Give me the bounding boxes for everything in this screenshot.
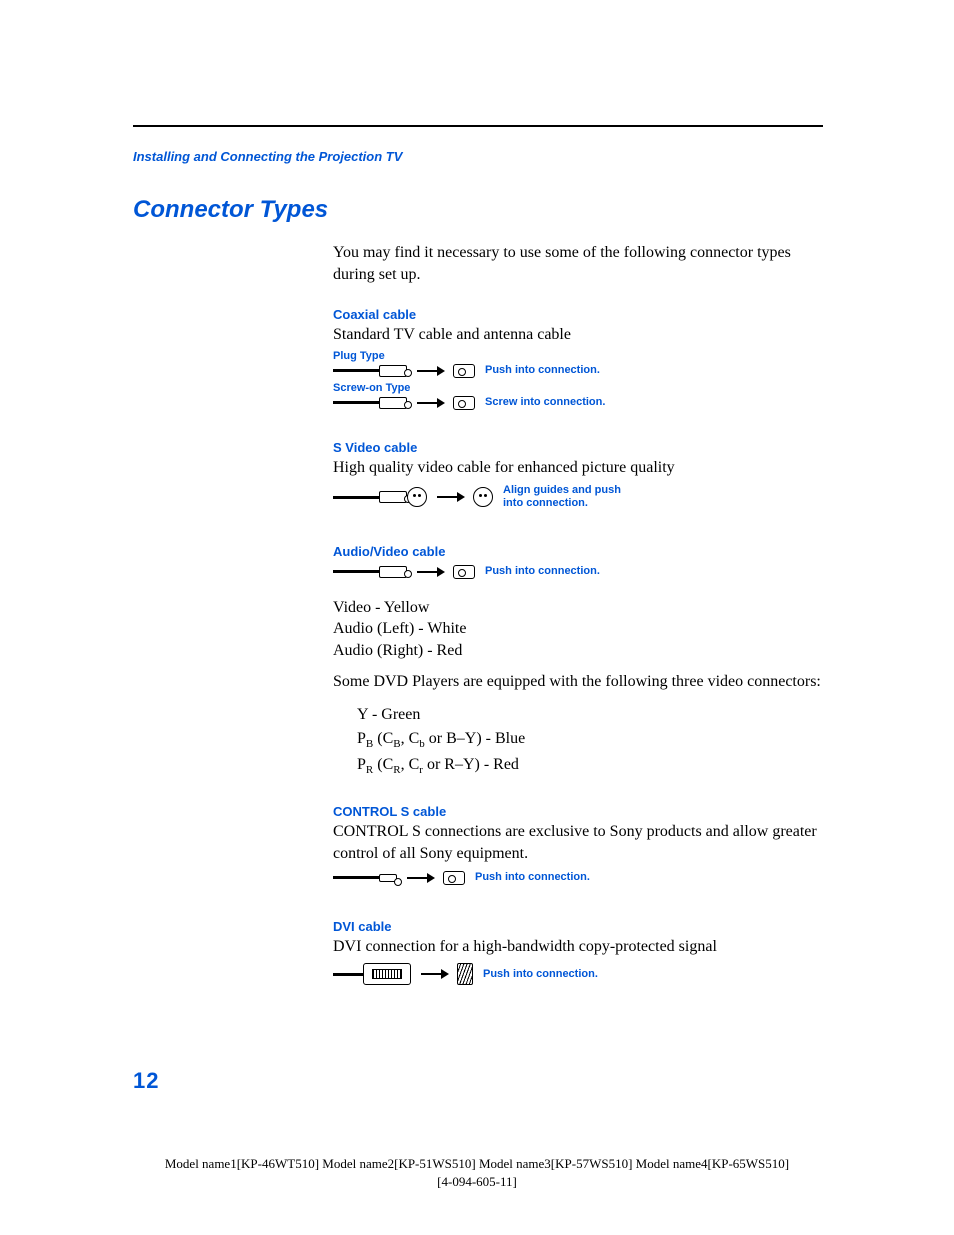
dvi-heading: DVI cable <box>333 919 823 934</box>
arrow-icon <box>417 571 443 573</box>
cable-icon <box>333 963 411 985</box>
dvi-plug-icon <box>363 963 411 985</box>
cable-icon <box>333 397 407 409</box>
y-line: Y - Green <box>357 703 823 727</box>
pr-line: PR (CR, Cr or R–Y) - Red <box>357 753 823 779</box>
jack-icon <box>443 871 465 885</box>
av-heading: Audio/Video cable <box>333 544 823 559</box>
dvi-instruction: Push into connection. <box>483 968 598 981</box>
controls-instruction: Push into connection. <box>475 871 590 884</box>
av-line2: Audio (Left) - White <box>333 618 823 640</box>
jack-icon <box>453 396 475 410</box>
controls-diagram: Push into connection. <box>333 871 823 885</box>
coax-screw-instruction: Screw into connection. <box>485 396 605 409</box>
cable-icon <box>333 365 407 377</box>
pb-line: PB (CB, Cb or B–Y) - Blue <box>357 727 823 753</box>
svideo-desc: High quality video cable for enhanced pi… <box>333 457 823 479</box>
av-diagram: Push into connection. <box>333 565 823 579</box>
page-title: Connector Types <box>133 196 823 224</box>
footer: Model name1[KP-46WT510] Model name2[KP-5… <box>0 1155 954 1190</box>
arrow-icon <box>417 370 443 372</box>
cable-icon <box>333 566 407 578</box>
controls-desc: CONTROL S connections are exclusive to S… <box>333 821 823 864</box>
av-line1: Video - Yellow <box>333 597 823 619</box>
jack-icon <box>453 565 475 579</box>
arrow-icon <box>421 973 447 975</box>
footer-models: Model name1[KP-46WT510] Model name2[KP-5… <box>0 1155 954 1173</box>
cable-icon <box>333 874 397 882</box>
cable-icon <box>333 487 427 507</box>
av-instruction: Push into connection. <box>485 565 600 578</box>
svideo-plug-icon <box>407 487 427 507</box>
top-rule <box>133 125 823 127</box>
breadcrumb: Installing and Connecting the Projection… <box>133 149 823 164</box>
dvi-diagram: Push into connection. <box>333 963 823 985</box>
coax-plug-instruction: Push into connection. <box>485 364 600 377</box>
coaxial-plug-diagram: Push into connection. <box>333 364 823 378</box>
jack-icon <box>453 364 475 378</box>
svideo-instruction: Align guides and push into connection. <box>503 484 621 509</box>
arrow-icon <box>417 402 443 404</box>
svideo-heading: S Video cable <box>333 440 823 455</box>
footer-docid: [4-094-605-11] <box>0 1173 954 1191</box>
svideo-instr-l2: into connection. <box>503 497 621 510</box>
svideo-jack-icon <box>473 487 493 507</box>
svideo-instr-l1: Align guides and push <box>503 484 621 497</box>
svideo-diagram: Align guides and push into connection. <box>333 484 823 509</box>
coaxial-screw-diagram: Screw into connection. <box>333 396 823 410</box>
page-body: Installing and Connecting the Projection… <box>133 125 823 993</box>
arrow-icon <box>407 877 433 879</box>
coaxial-desc: Standard TV cable and antenna cable <box>333 324 823 346</box>
av-dvd-note: Some DVD Players are equipped with the f… <box>333 671 823 693</box>
dvi-desc: DVI connection for a high-bandwidth copy… <box>333 936 823 958</box>
component-list: Y - Green PB (CB, Cb or B–Y) - Blue PR (… <box>357 703 823 778</box>
content-column: You may find it necessary to use some of… <box>333 242 823 985</box>
controls-heading: CONTROL S cable <box>333 804 823 819</box>
intro-paragraph: You may find it necessary to use some of… <box>333 242 823 285</box>
plug-type-label: Plug Type <box>333 350 823 362</box>
coaxial-heading: Coaxial cable <box>333 307 823 322</box>
av-line3: Audio (Right) - Red <box>333 640 823 662</box>
dvi-jack-icon <box>457 963 473 985</box>
arrow-icon <box>437 496 463 498</box>
page-number: 12 <box>133 1068 159 1094</box>
screw-type-label: Screw-on Type <box>333 382 823 394</box>
